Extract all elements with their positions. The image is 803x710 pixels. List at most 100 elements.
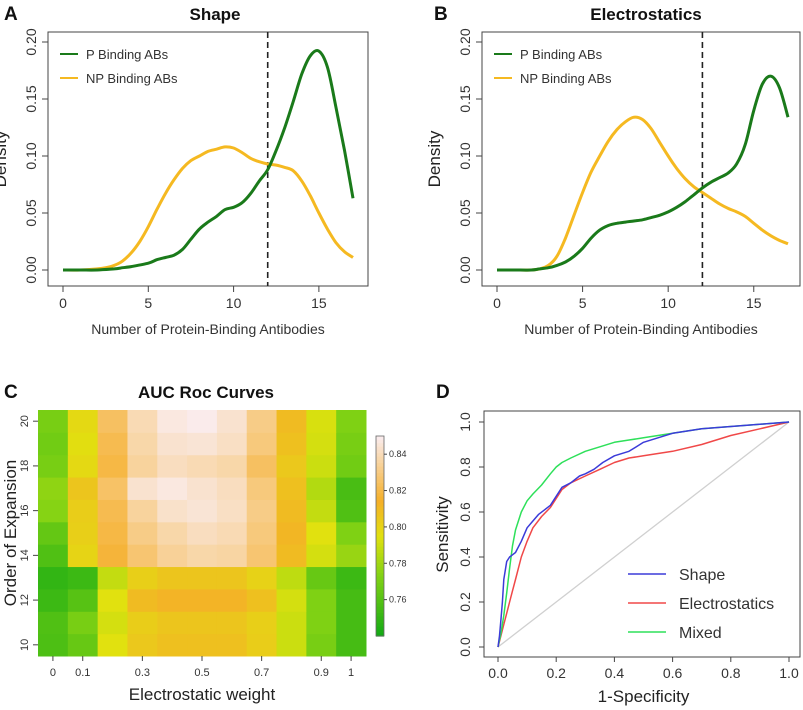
x-tick-label: 0 <box>59 295 67 311</box>
y-tick-label: 0.20 <box>457 28 473 55</box>
y-tick-label: 0.2 <box>457 592 473 612</box>
heatmap-cell <box>127 432 158 456</box>
heatmap-cell <box>276 410 307 433</box>
heatmap-cell <box>306 521 337 545</box>
colorbar-segment <box>376 562 384 567</box>
y-axis-label: Density <box>0 130 10 187</box>
heatmap-cell <box>336 410 367 433</box>
x-tick-label: 0.4 <box>605 665 625 681</box>
panel-letter-b: B <box>434 4 448 25</box>
heatmap-cell <box>127 477 158 500</box>
heatmap-cell <box>246 432 278 456</box>
heatmap-cell <box>97 544 128 568</box>
colorbar-segment <box>376 549 384 554</box>
heatmap-cell <box>336 544 367 568</box>
plot-frame <box>483 410 801 658</box>
heatmap-cell <box>216 611 248 635</box>
heatmap-cell <box>157 499 188 523</box>
colorbar-segment <box>376 479 384 484</box>
colorbar-segment <box>376 499 384 504</box>
heatmap-cell <box>246 499 278 523</box>
heatmap-cell <box>67 566 99 590</box>
heatmap-cell <box>157 454 188 478</box>
p-binding-curve <box>497 74 790 272</box>
colorbar-segment <box>376 622 384 627</box>
panel-letter-d: D <box>436 382 450 403</box>
y-tick-label: 1.0 <box>457 412 473 432</box>
x-tick-label: 5 <box>144 295 152 311</box>
colorbar-segment <box>376 569 384 574</box>
panel-b-title: Electrostatics <box>590 5 702 24</box>
colorbar-tick-label: 0.84 <box>389 449 407 459</box>
heatmap-cell <box>97 588 128 612</box>
p-binding-curve <box>63 48 355 272</box>
legend-label: NP Binding ABs <box>86 71 178 86</box>
legend-label: Shape <box>679 567 725 584</box>
heatmap-cell <box>306 588 337 612</box>
y-tick-label: 20 <box>19 415 31 427</box>
colorbar-segment <box>376 552 384 557</box>
y-tick-label: 0.05 <box>457 199 473 226</box>
heatmap-cell <box>187 544 218 568</box>
colorbar-segment <box>376 436 384 440</box>
heatmap-cell <box>67 544 99 568</box>
panel-b: B Electrostatics 0 5 10 150.000.050.100.150… <box>425 4 801 337</box>
heatmap-cell <box>276 544 307 568</box>
heatmap-cell <box>187 454 218 478</box>
y-axis-label: Sensitivity <box>433 496 452 573</box>
colorbar-segment <box>376 472 384 477</box>
y-tick-label: 0.10 <box>23 142 39 169</box>
x-tick-label: 0.8 <box>721 665 741 681</box>
y-tick-label: 10 <box>19 639 31 651</box>
heatmap-cell <box>38 410 69 433</box>
colorbar-segment <box>376 439 384 444</box>
heatmap-cell <box>246 588 278 612</box>
heatmap-cell <box>67 432 99 456</box>
panel-letter-a: A <box>4 4 18 25</box>
colorbar-segment <box>376 559 384 564</box>
shape-roc-curve <box>497 421 790 648</box>
heatmap-cell <box>157 611 188 635</box>
heatmap-cell <box>216 566 248 590</box>
legend-label: P Binding ABs <box>86 47 169 62</box>
colorbar-segment <box>376 446 384 450</box>
heatmap-cell <box>127 544 158 568</box>
heatmap-cell <box>187 566 218 590</box>
colorbar-segment <box>376 556 384 560</box>
colorbar-segment <box>376 489 384 494</box>
colorbar-frame <box>375 435 385 637</box>
colorbar-segment <box>376 452 384 457</box>
heatmap-cell <box>97 566 128 590</box>
heatmap-cell <box>97 410 128 433</box>
heatmap-cell <box>97 633 128 657</box>
heatmap-cell <box>306 477 337 500</box>
heatmap-cell <box>127 499 158 523</box>
colorbar-segment <box>376 502 384 507</box>
heatmap-cell <box>216 588 248 612</box>
y-tick-label: 0.0 <box>457 637 473 657</box>
heatmap-cell <box>187 588 218 612</box>
colorbar-segment <box>376 616 384 620</box>
panel-letter-c: C <box>4 382 18 403</box>
x-tick-label: 10 <box>226 295 242 311</box>
colorbar-segment <box>376 619 384 624</box>
heatmap-cell <box>336 477 367 500</box>
colorbar-segment <box>376 482 384 487</box>
colorbar-segment <box>376 606 384 610</box>
heatmap-cell <box>276 454 307 478</box>
x-tick-label: 15 <box>311 295 327 311</box>
heatmap-cell <box>127 588 158 612</box>
heatmap-cell <box>97 454 128 478</box>
y-tick-label: 12 <box>19 594 31 606</box>
x-tick-label: 1.0 <box>779 665 799 681</box>
x-tick-label: 0 <box>493 295 501 311</box>
legend-label: Electrostatics <box>679 596 774 613</box>
colorbar-segment <box>376 486 384 490</box>
colorbar-segment <box>376 529 384 534</box>
colorbar-segment <box>376 629 384 634</box>
colorbar-segment <box>376 566 384 570</box>
heatmap-cell <box>276 477 307 500</box>
x-axis-label: Electrostatic weight <box>129 685 276 704</box>
heatmap-cell <box>276 499 307 523</box>
